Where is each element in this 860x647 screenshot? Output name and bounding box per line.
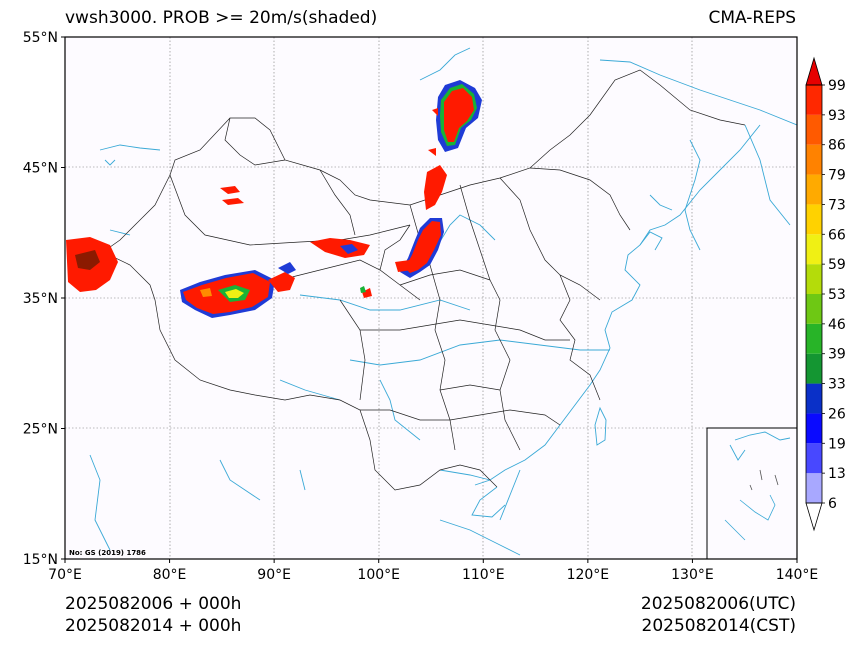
colorbar-label: 86 xyxy=(828,138,846,154)
colorbar-band xyxy=(806,323,822,354)
lon-label: 140°E xyxy=(776,567,819,583)
lon-label: 100°E xyxy=(357,567,400,583)
lon-label: 110°E xyxy=(462,567,505,583)
footer-valid-times: 2025082006(UTC) 2025082014(CST) xyxy=(641,593,796,637)
colorbar-extend-high xyxy=(805,56,823,86)
lon-label: 130°E xyxy=(671,567,714,583)
map-content: No: GS (2019) 1786 xyxy=(65,37,797,559)
colorbar-label: 46 xyxy=(828,317,846,333)
lat-label: 25°N xyxy=(23,422,58,438)
map-credit: No: GS (2019) 1786 xyxy=(69,549,146,557)
lon-label: 120°E xyxy=(567,567,610,583)
colorbar-label: 39 xyxy=(828,347,846,363)
colorbar-label: 33 xyxy=(828,377,846,393)
longitude-labels: 70°E 80°E 90°E 100°E 110°E 120°E 130°E 140°E xyxy=(48,559,818,583)
valid-time-cst: 2025082014(CST) xyxy=(641,616,796,636)
colorbar-band xyxy=(806,204,822,235)
colorbar-band xyxy=(806,413,822,444)
colorbar-label: 73 xyxy=(828,197,846,213)
forecast-time-utc: 2025082006 + 000h xyxy=(65,594,242,614)
lon-label: 70°E xyxy=(48,567,82,583)
lat-label: 35°N xyxy=(23,291,58,307)
colorbar-label: 6 xyxy=(828,496,837,512)
colorbar-band xyxy=(806,174,822,205)
valid-time-utc: 2025082006(UTC) xyxy=(640,594,796,614)
colorbar-band xyxy=(806,144,822,175)
lat-label: 15°N xyxy=(23,552,58,568)
colorbar-band xyxy=(806,85,822,115)
colorbar-label: 13 xyxy=(828,466,846,482)
latitude-labels: 55°N 45°N 35°N 25°N 15°N xyxy=(23,30,65,568)
lat-label: 55°N xyxy=(23,30,58,46)
admin-borders xyxy=(102,69,746,491)
colorbar-label: 26 xyxy=(828,406,846,422)
lat-label: 45°N xyxy=(23,161,58,177)
lon-label: 80°E xyxy=(153,567,187,583)
colorbar-band xyxy=(806,443,822,474)
colorbar-band xyxy=(806,114,822,145)
colorbar-band xyxy=(806,353,822,384)
colorbar-band xyxy=(806,264,822,294)
model-name: CMA-REPS xyxy=(708,8,796,28)
inset-map xyxy=(706,427,797,559)
colorbar-extend-low xyxy=(805,502,823,532)
colorbar-band xyxy=(806,234,822,265)
gridlines xyxy=(65,37,797,559)
colorbar-label: 79 xyxy=(828,168,846,184)
colorbar-band xyxy=(806,383,822,414)
colorbar-band xyxy=(806,294,822,324)
map-title: vwsh3000. PROB >= 20m/s(shaded) xyxy=(65,8,378,28)
probability-shading xyxy=(66,80,482,318)
forecast-time-cst: 2025082014 + 000h xyxy=(65,616,242,636)
colorbar-label: 59 xyxy=(828,257,846,273)
colorbar-label: 19 xyxy=(828,436,846,452)
colorbar: 6 13 19 26 33 39 46 53 59 66 73 79 86 93 99 xyxy=(805,56,846,532)
colorbar-label: 53 xyxy=(828,287,846,303)
footer-forecast-times: 2025082006 + 000h 2025082014 + 000h xyxy=(65,593,241,637)
colorbar-label: 93 xyxy=(828,108,846,124)
colorbar-label: 66 xyxy=(828,227,846,243)
colorbar-label: 99 xyxy=(828,78,846,94)
lon-label: 90°E xyxy=(257,567,291,583)
colorbar-band xyxy=(806,473,822,503)
